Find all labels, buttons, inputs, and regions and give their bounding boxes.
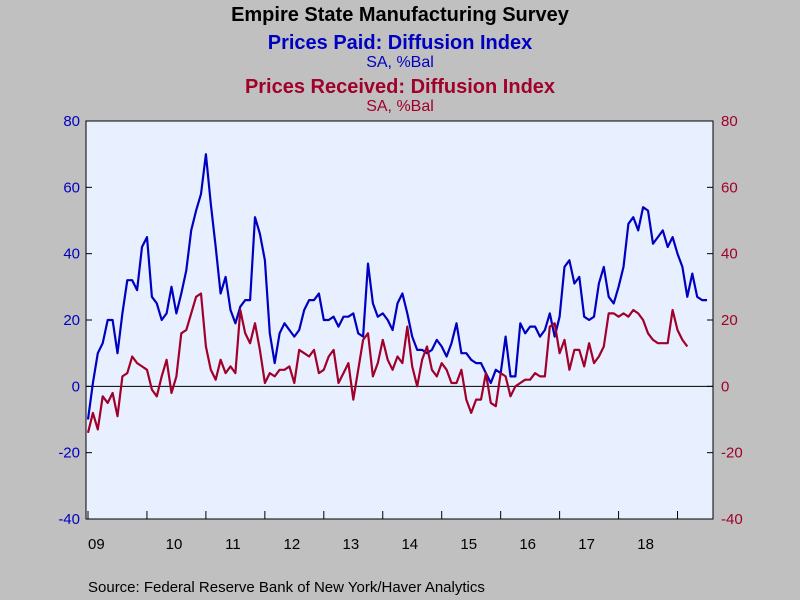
series1-subtitle: SA, %Bal: [366, 54, 434, 71]
series-line-prices-paid: [86, 153, 707, 420]
x-tick-label: 14: [401, 536, 418, 553]
y-tick-label-left: -40: [58, 511, 80, 528]
x-tick-label: 18: [637, 536, 654, 553]
x-tick-label: 13: [342, 536, 359, 553]
y-tick-label-right: 80: [721, 113, 738, 130]
x-tick-label: 11: [225, 536, 241, 553]
x-tick-label: 17: [578, 536, 595, 553]
series2-subtitle: SA, %Bal: [366, 98, 434, 115]
source-note: Source: Federal Reserve Bank of New York…: [88, 579, 485, 596]
y-tick-label-right: 40: [721, 246, 738, 263]
plot-area: [85, 120, 714, 520]
y-tick-label-right: -20: [721, 445, 743, 462]
y-tick-label-left: 80: [63, 113, 80, 130]
series2-title: Prices Received: Diffusion Index: [244, 76, 556, 98]
y-tick-label-left: -20: [58, 445, 80, 462]
y-tick-label-right: 60: [721, 179, 738, 196]
x-tick-label: 12: [284, 536, 301, 553]
series-line-prices-received: [86, 292, 689, 434]
x-tick-label: 09: [88, 536, 105, 553]
x-tick-label: 10: [166, 536, 183, 553]
x-tick-label: 15: [460, 536, 477, 553]
y-tick-label-left: 20: [63, 312, 80, 329]
y-tick-label-right: -40: [721, 511, 743, 528]
series1-title: Prices Paid: Diffusion Index: [267, 32, 533, 54]
y-tick-label-left: 0: [72, 378, 80, 395]
y-tick-label-right: 20: [721, 312, 738, 329]
x-tick-label: 16: [519, 536, 536, 553]
chart-title: Empire State Manufacturing Survey: [231, 4, 569, 26]
y-tick-label-right: 0: [721, 378, 729, 395]
y-tick-label-left: 40: [63, 246, 80, 263]
y-tick-label-left: 60: [63, 179, 80, 196]
